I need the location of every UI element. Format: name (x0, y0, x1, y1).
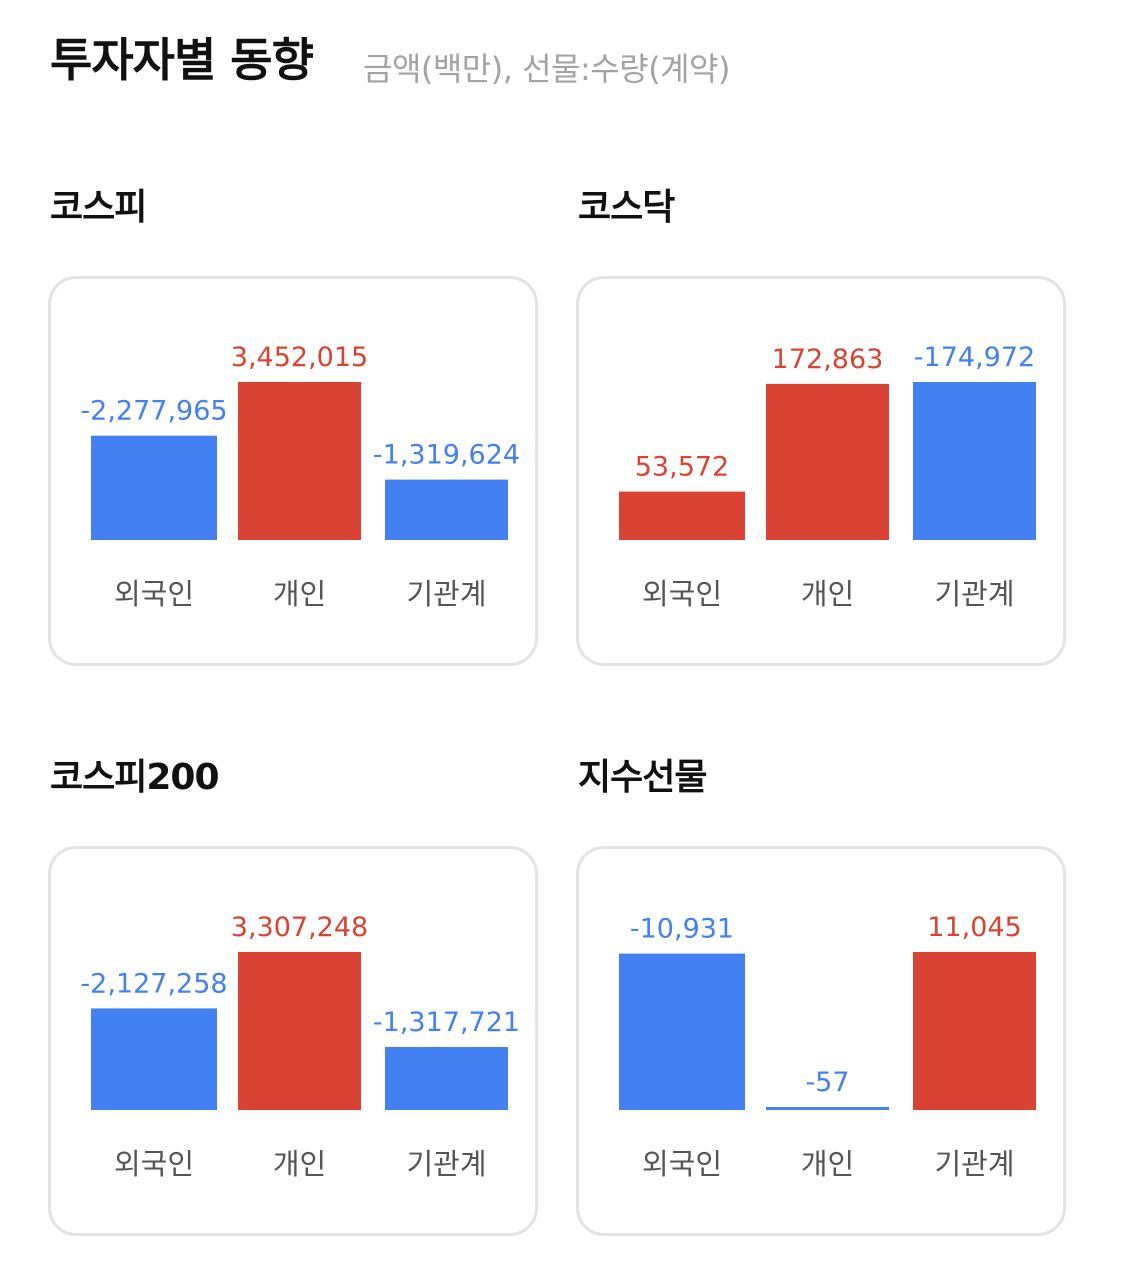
value-label-2: 11,045 (927, 912, 1021, 943)
chart-card-kosdaq: 53,572 외국인 172,863 개인 -174,972 기관계 (576, 276, 1066, 666)
section-title-kosdaq: 코스닥 (578, 187, 675, 228)
chart-card-kospi200: -2,127,258 외국인 3,307,248 개인 -1,317,721 기관계 (48, 846, 538, 1236)
value-label-1: 3,452,015 (231, 342, 368, 373)
chart-card-kospi: -2,277,965 외국인 3,452,015 개인 -1,319,624 기관계 (48, 276, 538, 666)
section-title-kospi200: 코스피200 (50, 757, 220, 798)
value-label-0: -10,931 (630, 914, 734, 945)
value-label-1: 172,863 (772, 344, 884, 375)
value-label-2: -1,317,721 (373, 1007, 520, 1038)
bar-2 (385, 479, 508, 540)
value-label-1: 3,307,248 (231, 912, 368, 943)
bar-0 (91, 1008, 217, 1110)
chart-card-futures: -10,931 외국인 -57 개인 11,045 기관계 (576, 846, 1066, 1236)
bar-chart-kosdaq: 53,572 외국인 172,863 개인 -174,972 기관계 (619, 342, 1036, 611)
value-label-2: -1,319,624 (373, 440, 520, 471)
section-title-futures: 지수선물 (578, 757, 707, 798)
bar-1 (766, 383, 889, 540)
bar-1 (238, 952, 361, 1110)
bar-2 (385, 1047, 508, 1110)
bar-1 (238, 382, 361, 540)
bar-2 (913, 382, 1036, 540)
bar-chart-kospi: -2,277,965 외국인 3,452,015 개인 -1,319,624 기관계 (80, 342, 520, 611)
category-label-1: 개인 (273, 577, 326, 611)
bar-2 (913, 952, 1036, 1110)
value-label-0: -2,127,258 (80, 968, 227, 999)
bar-0 (619, 953, 745, 1110)
category-label-0: 외국인 (114, 577, 194, 611)
bar-0 (91, 435, 217, 540)
page-subtitle: 금액(백만), 선물:수량(계약) (363, 50, 730, 88)
category-label-2: 기관계 (406, 577, 486, 611)
category-label-0: 외국인 (642, 1147, 722, 1181)
category-label-2: 기관계 (934, 1147, 1014, 1181)
section-title-kospi: 코스피 (50, 187, 147, 228)
category-label-1: 개인 (801, 1147, 854, 1181)
value-label-0: 53,572 (635, 452, 729, 483)
bar-0 (619, 491, 745, 540)
category-label-0: 외국인 (114, 1147, 194, 1181)
bar-chart-kospi200: -2,127,258 외국인 3,307,248 개인 -1,317,721 기관계 (80, 912, 520, 1181)
bar-chart-futures: -10,931 외국인 -57 개인 11,045 기관계 (619, 912, 1036, 1181)
category-label-1: 개인 (273, 1147, 326, 1181)
category-label-2: 기관계 (934, 577, 1014, 611)
page-title: 투자자별 동향 (50, 33, 314, 87)
value-label-1: -57 (805, 1067, 849, 1098)
category-label-0: 외국인 (642, 577, 722, 611)
value-label-0: -2,277,965 (80, 396, 227, 427)
bar-1 (766, 1107, 889, 1110)
value-label-2: -174,972 (914, 342, 1035, 373)
category-label-1: 개인 (801, 577, 854, 611)
category-label-2: 기관계 (406, 1147, 486, 1181)
